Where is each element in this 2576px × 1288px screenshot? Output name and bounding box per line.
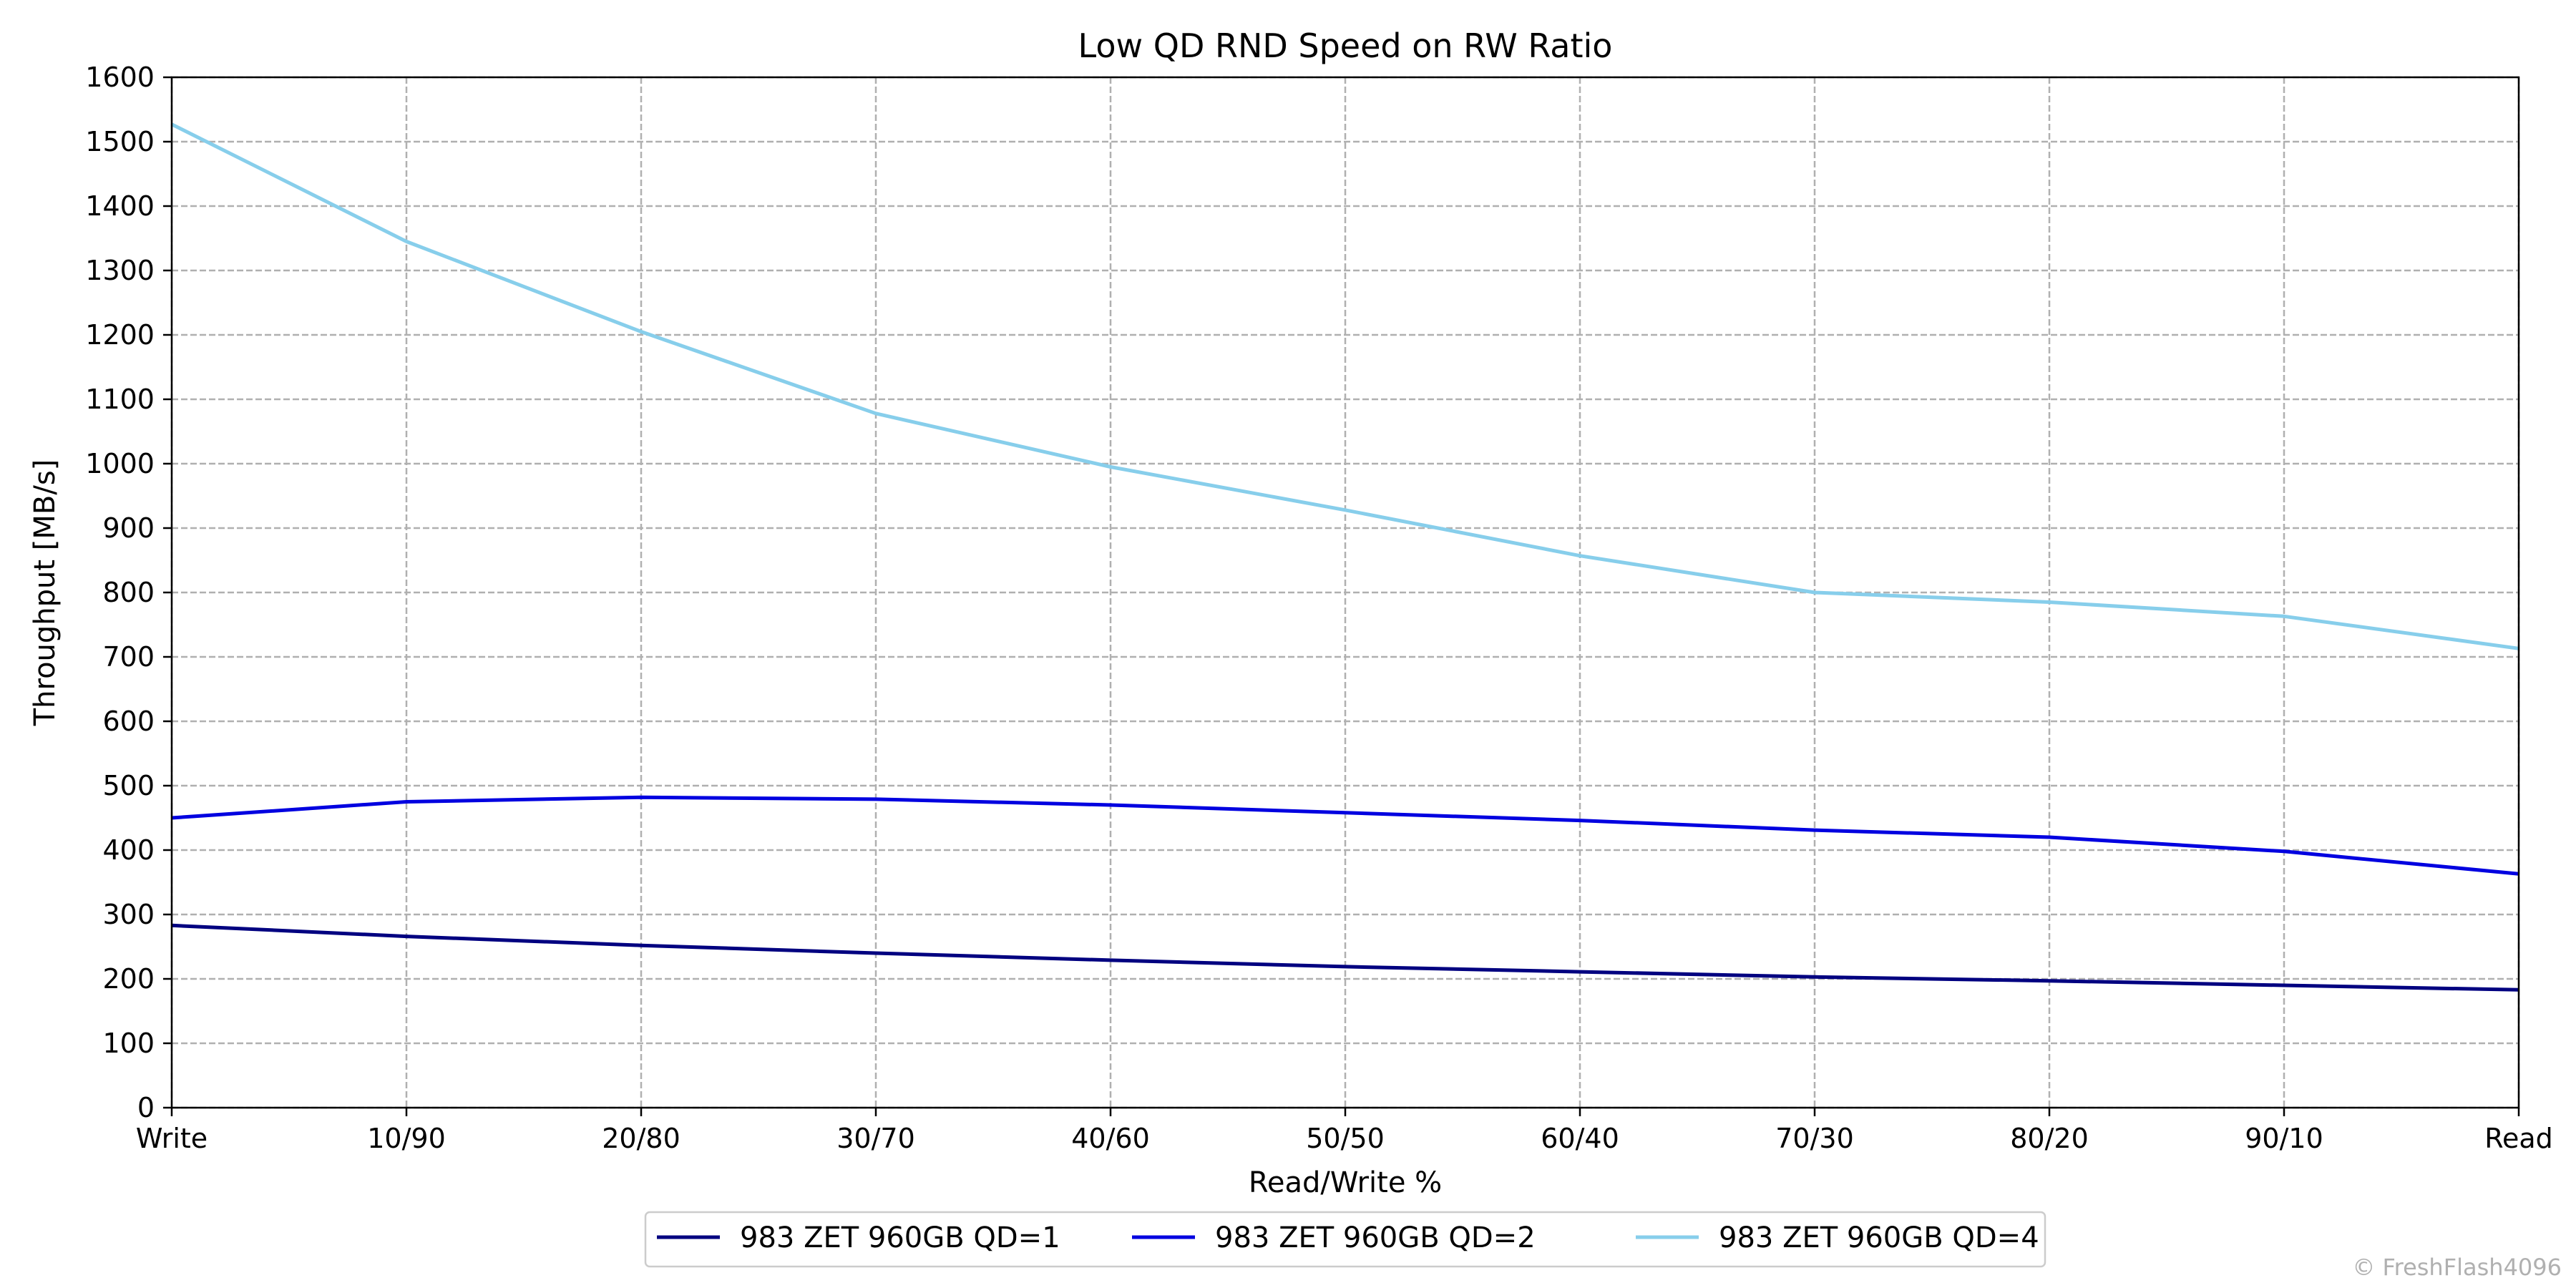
legend-label: 983 ZET 960GB QD=1 (740, 1221, 1060, 1254)
x-tick-label: 70/30 (1775, 1123, 1854, 1154)
y-tick-label: 1600 (85, 62, 155, 93)
legend: 983 ZET 960GB QD=1 983 ZET 960GB QD=2 983 … (644, 1211, 2046, 1268)
y-tick-label: 900 (102, 512, 155, 544)
legend-label: 983 ZET 960GB QD=4 (1719, 1221, 2039, 1254)
x-tick-label: 30/70 (836, 1123, 915, 1154)
watermark: © FreshFlash4096 (2352, 1254, 2562, 1281)
x-axis-label: Read/Write % (1249, 1166, 1442, 1199)
y-tick-label: 0 (137, 1092, 155, 1123)
x-tick-label: 10/90 (367, 1123, 446, 1154)
y-tick-label: 1100 (85, 384, 155, 415)
y-tick-label: 600 (102, 706, 155, 737)
series-line-qd4 (170, 122, 2519, 650)
x-tick-label: 20/80 (602, 1123, 680, 1154)
x-tick-label: 40/60 (1071, 1123, 1150, 1154)
y-tick-label: 700 (102, 641, 155, 673)
series-lines (170, 122, 2519, 992)
x-tick-label: 50/50 (1306, 1123, 1385, 1154)
y-tick-label: 500 (102, 770, 155, 801)
series-line-qd2 (171, 795, 2519, 876)
y-tick-label: 1000 (85, 448, 155, 479)
y-tick-label: 400 (102, 834, 155, 866)
y-tick-label: 1400 (85, 190, 155, 222)
y-axis-label: Throughput [MB/s] (29, 459, 62, 727)
x-tick-label: Read (2484, 1123, 2552, 1154)
chart-title: Low QD RND Speed on RW Ratio (1078, 26, 1613, 65)
x-tick-label: 90/10 (2245, 1123, 2323, 1154)
legend-label: 983 ZET 960GB QD=2 (1215, 1221, 1536, 1254)
axis-ticks: 0 100 200 300 400 500 600 700 800 900 1000 1100 1200… (85, 62, 2552, 1154)
y-tick-label: 1200 (85, 319, 155, 351)
y-tick-label: 200 (102, 963, 155, 995)
x-tick-label: 60/40 (1541, 1123, 1619, 1154)
series-line-qd1 (171, 923, 2519, 992)
x-tick-label: Write (136, 1123, 208, 1154)
y-tick-label: 800 (102, 577, 155, 608)
y-tick-label: 1300 (85, 255, 155, 286)
y-tick-label: 300 (102, 899, 155, 930)
y-tick-label: 1500 (85, 126, 155, 157)
y-tick-label: 100 (102, 1028, 155, 1059)
x-tick-label: 80/20 (2010, 1123, 2089, 1154)
legend-frame (644, 1211, 2046, 1268)
